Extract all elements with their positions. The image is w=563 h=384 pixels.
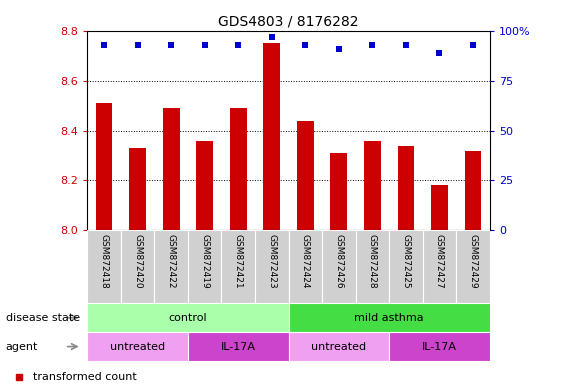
Text: IL-17A: IL-17A: [221, 341, 256, 352]
Text: GSM872429: GSM872429: [468, 234, 477, 289]
Text: control: control: [168, 313, 207, 323]
Text: GSM872424: GSM872424: [301, 234, 310, 288]
Bar: [289, 303, 490, 332]
Text: GSM872426: GSM872426: [334, 234, 343, 289]
Bar: [464, 151, 481, 230]
Text: GSM872425: GSM872425: [401, 234, 410, 289]
Text: mild asthma: mild asthma: [354, 313, 424, 323]
Text: IL-17A: IL-17A: [422, 341, 457, 352]
Bar: [129, 148, 146, 230]
Bar: [389, 332, 490, 361]
Text: untreated: untreated: [110, 341, 165, 352]
Text: disease state: disease state: [6, 313, 80, 323]
Text: GSM872427: GSM872427: [435, 234, 444, 289]
Bar: [263, 43, 280, 230]
Text: GSM872422: GSM872422: [167, 234, 176, 288]
Bar: [289, 230, 322, 303]
Bar: [154, 230, 188, 303]
Bar: [87, 303, 289, 332]
Bar: [87, 332, 188, 361]
Bar: [397, 146, 414, 230]
Bar: [221, 230, 255, 303]
Text: GSM872423: GSM872423: [267, 234, 276, 289]
Bar: [163, 108, 180, 230]
Bar: [121, 230, 154, 303]
Bar: [188, 332, 289, 361]
Bar: [431, 185, 448, 230]
Bar: [230, 108, 247, 230]
Bar: [96, 103, 113, 230]
Bar: [289, 332, 389, 361]
Bar: [364, 141, 381, 230]
Bar: [196, 141, 213, 230]
Text: agent: agent: [6, 341, 38, 352]
Text: GSM872421: GSM872421: [234, 234, 243, 289]
Bar: [87, 230, 121, 303]
Bar: [423, 230, 456, 303]
Bar: [255, 230, 289, 303]
Bar: [322, 230, 356, 303]
Text: GSM872420: GSM872420: [133, 234, 142, 289]
Text: GSM872418: GSM872418: [100, 234, 109, 289]
Text: GSM872428: GSM872428: [368, 234, 377, 289]
Bar: [456, 230, 490, 303]
Bar: [356, 230, 389, 303]
Text: GSM872419: GSM872419: [200, 234, 209, 289]
Text: transformed count: transformed count: [33, 372, 137, 382]
Bar: [297, 121, 314, 230]
Text: untreated: untreated: [311, 341, 367, 352]
Title: GDS4803 / 8176282: GDS4803 / 8176282: [218, 14, 359, 28]
Bar: [188, 230, 221, 303]
Bar: [389, 230, 423, 303]
Bar: [330, 153, 347, 230]
